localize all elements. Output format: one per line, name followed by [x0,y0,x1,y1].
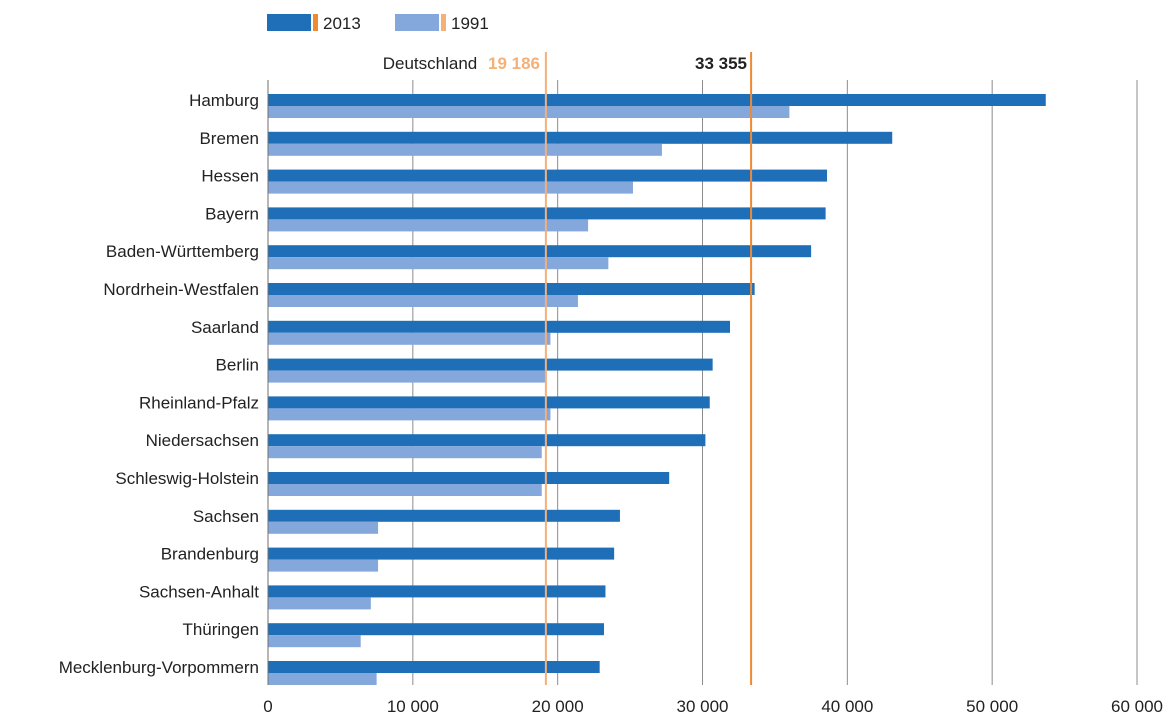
category-label: Niedersachsen [146,431,259,450]
x-tick-label: 0 [263,697,272,716]
bar-1991 [268,484,542,496]
bar-2013 [268,169,828,182]
bar-2013 [268,358,713,371]
legend-marker-2013 [313,14,318,31]
x-tick-label: 20 000 [532,697,584,716]
x-tick-label: 10 000 [387,697,439,716]
bar-2013 [268,320,731,333]
category-label: Schleswig-Holstein [115,469,259,488]
bar-1991 [268,559,379,572]
bar-2013 [268,131,893,144]
bar-2013 [268,396,710,409]
category-label: Brandenburg [161,545,259,564]
legend-label-1991: 1991 [451,14,489,33]
bar-1991 [268,181,633,194]
category-label: Sachsen [193,507,259,526]
category-label: Rheinland-Pfalz [139,393,259,412]
category-label: Bayern [205,204,259,223]
x-tick-label: 40 000 [821,697,873,716]
bar-1991 [268,332,551,345]
category-label: Nordrhein-Westfalen [103,280,259,299]
x-tick-label: 30 000 [677,697,729,716]
bar-2013 [268,623,605,636]
bar-1991 [268,257,609,270]
legend: 2013 1991 [267,14,489,33]
x-tick-label: 50 000 [966,697,1018,716]
bar-2013 [268,661,600,673]
reference-value-2013: 33 355 [695,54,747,73]
bar-2013 [268,94,1046,106]
category-label: Hamburg [189,91,259,110]
category-label: Baden-Württemberg [106,242,259,261]
bar-1991 [268,408,551,421]
reference-lines [544,52,753,685]
category-labels: Hamburg Bremen Hessen Bayern Baden-Württembe… [59,91,260,677]
x-tick-label: 60 000 [1111,697,1163,716]
bar-1991 [268,673,377,685]
bar-2013 [268,434,706,447]
reference-label-deutschland: Deutschland 19 186 [383,54,540,73]
bar-2013 [268,547,615,560]
legend-swatch-1991 [395,14,439,31]
bar-2013 [268,509,620,522]
category-label: Hessen [201,167,259,186]
bar-1991 [268,446,542,459]
reference-value-1991: 19 186 [488,54,540,73]
category-label: Berlin [216,356,259,375]
reference-line-labels: Deutschland 19 186 33 355 [383,54,747,73]
bar-2013 [268,245,812,258]
bar-2013 [268,472,670,484]
category-label: Saarland [191,318,259,337]
legend-label-2013: 2013 [323,14,361,33]
bar-1991 [268,597,371,610]
bar-2013 [268,585,606,598]
reference-prefix: Deutschland [383,54,478,73]
bar-1991 [268,635,361,648]
category-label: Sachsen-Anhalt [139,582,259,601]
legend-swatch-2013 [267,14,311,31]
bar-1991 [268,370,547,383]
bar-2013 [268,283,755,295]
x-tick-labels: 0 10 000 20 000 30 000 40 000 50 000 60 000 [263,697,1163,716]
category-label: Mecklenburg-Vorpommern [59,658,259,677]
bar-1991 [268,219,589,232]
bar-1991 [268,521,379,534]
category-label: Bremen [199,129,259,148]
bar-1991 [268,295,578,307]
bar-1991 [268,106,790,118]
category-label: Thüringen [182,620,259,639]
bars [268,94,1046,685]
bar-1991 [268,143,662,156]
legend-marker-1991 [441,14,446,31]
